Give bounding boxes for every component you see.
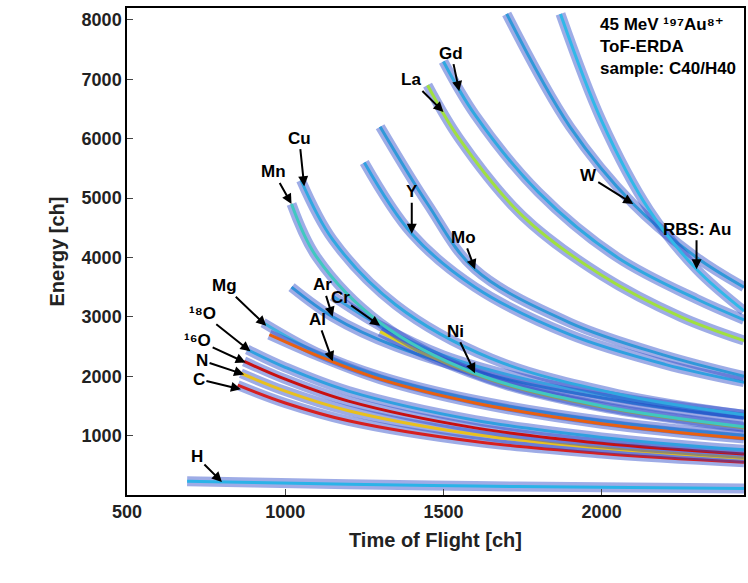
svg-text:45 MeV ¹⁹⁷Au⁸⁺ToF-ERDAsample:: 45 MeV ¹⁹⁷Au⁸⁺ToF-ERDAsample: C40/H40 [600, 15, 736, 78]
svg-text:4000: 4000 [82, 248, 122, 268]
svg-text:6000: 6000 [82, 129, 122, 149]
svg-text:1500: 1500 [423, 502, 463, 522]
svg-text:1000: 1000 [82, 426, 122, 446]
svg-text:5000: 5000 [82, 188, 122, 208]
svg-text:H: H [191, 447, 203, 466]
svg-text:Cr: Cr [331, 288, 350, 307]
svg-text:W: W [580, 166, 597, 185]
svg-text:8000: 8000 [82, 10, 122, 30]
svg-text:Mn: Mn [261, 162, 286, 181]
svg-text:3000: 3000 [82, 307, 122, 327]
svg-text:2000: 2000 [582, 502, 622, 522]
svg-text:Ni: Ni [447, 322, 464, 341]
svg-text:Time of Flight [ch]: Time of Flight [ch] [349, 529, 522, 551]
svg-text:Mg: Mg [212, 276, 237, 295]
svg-text:2000: 2000 [82, 367, 122, 387]
svg-text:C: C [193, 370, 205, 389]
svg-text:¹⁶O: ¹⁶O [184, 331, 211, 350]
svg-text:Mo: Mo [451, 228, 476, 247]
svg-text:RBS: Au: RBS: Au [663, 220, 731, 239]
svg-text:1000: 1000 [265, 502, 305, 522]
svg-text:N: N [196, 351, 208, 370]
svg-text:Y: Y [406, 182, 418, 201]
svg-text:Gd: Gd [439, 44, 463, 63]
svg-text:Cu: Cu [288, 129, 311, 148]
svg-text:La: La [401, 70, 421, 89]
svg-text:Ar: Ar [313, 275, 332, 294]
svg-text:¹⁸O: ¹⁸O [189, 304, 216, 323]
svg-text:500: 500 [112, 502, 142, 522]
svg-text:7000: 7000 [82, 70, 122, 90]
svg-text:Energy [ch]: Energy [ch] [46, 196, 68, 306]
svg-text:Al: Al [309, 310, 326, 329]
